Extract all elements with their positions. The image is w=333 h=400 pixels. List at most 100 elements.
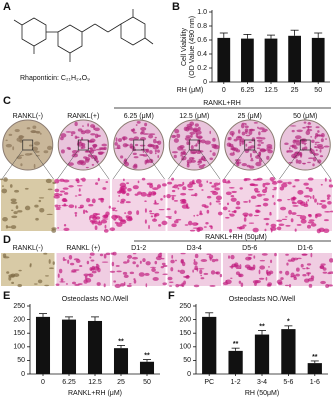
stain	[127, 259, 130, 263]
stain	[169, 285, 173, 287]
stain	[118, 194, 121, 197]
stain	[79, 264, 83, 268]
stain	[137, 180, 140, 184]
stain	[14, 189, 20, 193]
stain	[255, 161, 262, 167]
stain	[8, 133, 13, 137]
stain	[121, 191, 126, 195]
panel-letter: C	[3, 95, 11, 107]
stain	[152, 277, 159, 281]
stain	[91, 163, 95, 166]
stain	[102, 218, 109, 220]
stain	[194, 253, 199, 259]
stain	[134, 193, 139, 196]
stain	[34, 130, 41, 133]
stain	[77, 128, 83, 132]
stain	[273, 202, 276, 206]
stain	[289, 125, 297, 127]
stain	[295, 159, 299, 164]
stain	[171, 151, 178, 154]
stain	[213, 182, 220, 186]
stain	[320, 183, 323, 186]
stain	[294, 228, 297, 232]
stain	[285, 224, 291, 227]
stain	[212, 152, 216, 157]
stain	[109, 270, 116, 273]
stain	[317, 130, 320, 133]
stain	[305, 130, 311, 136]
stain	[244, 178, 251, 181]
bar	[202, 316, 217, 374]
stain	[209, 130, 212, 135]
column-label: 25 (μM)	[238, 113, 262, 120]
stain	[314, 213, 318, 219]
stain	[173, 154, 177, 159]
stain	[133, 156, 139, 159]
y-tick-label: 0	[203, 79, 207, 86]
stain	[288, 283, 292, 288]
stain	[236, 200, 241, 206]
stain	[285, 270, 290, 276]
column-label: D3-4	[187, 245, 202, 252]
stain	[321, 204, 327, 209]
stain	[60, 136, 64, 141]
zoom-box	[22, 139, 34, 151]
stain	[91, 270, 97, 274]
stain	[316, 134, 321, 137]
stain	[140, 126, 147, 131]
stain	[44, 284, 49, 287]
stain	[147, 144, 154, 147]
stain	[310, 252, 313, 258]
stain	[325, 138, 327, 140]
stain	[193, 268, 199, 270]
stain	[150, 215, 154, 218]
stain	[287, 199, 291, 201]
stain	[166, 193, 171, 199]
stain	[94, 225, 98, 231]
stain	[262, 183, 266, 188]
y-tick-label: 250	[179, 303, 191, 310]
stain	[315, 146, 320, 149]
stain	[285, 216, 288, 218]
stain	[300, 263, 304, 268]
stain	[303, 182, 309, 186]
culture-well	[224, 119, 276, 171]
stain	[206, 195, 212, 199]
stain	[307, 161, 311, 164]
stain	[171, 223, 177, 228]
significance-mark: *	[287, 319, 290, 326]
stain	[320, 138, 324, 143]
stain	[304, 144, 306, 146]
stain	[116, 222, 123, 227]
stain	[74, 195, 78, 197]
stain	[1, 185, 4, 187]
zoom-line	[168, 149, 190, 180]
y-tick-label: 0.8	[197, 23, 207, 30]
stain	[73, 258, 80, 261]
stain	[55, 207, 62, 209]
y-tick-label: 150	[13, 330, 25, 337]
stain	[74, 205, 77, 209]
stain	[159, 252, 163, 255]
zoom-box	[188, 139, 200, 151]
stain	[266, 271, 269, 276]
stain	[139, 144, 146, 147]
stain	[316, 202, 319, 205]
stain	[80, 178, 83, 180]
stain	[310, 136, 313, 138]
stain	[48, 259, 51, 264]
stain	[249, 128, 254, 131]
stain	[152, 187, 159, 191]
stain	[57, 227, 60, 229]
stain	[120, 185, 127, 191]
significance-mark: **	[144, 352, 150, 359]
stain	[306, 272, 311, 275]
stain	[180, 155, 184, 157]
x-tick-label: 0	[222, 87, 226, 94]
stain	[324, 177, 327, 182]
x-axis-label: RANKL+RH (μM)	[68, 390, 122, 397]
x-tick-label: 3-4	[257, 379, 267, 386]
stain	[320, 199, 326, 203]
stain	[68, 204, 75, 209]
stain	[308, 283, 313, 288]
